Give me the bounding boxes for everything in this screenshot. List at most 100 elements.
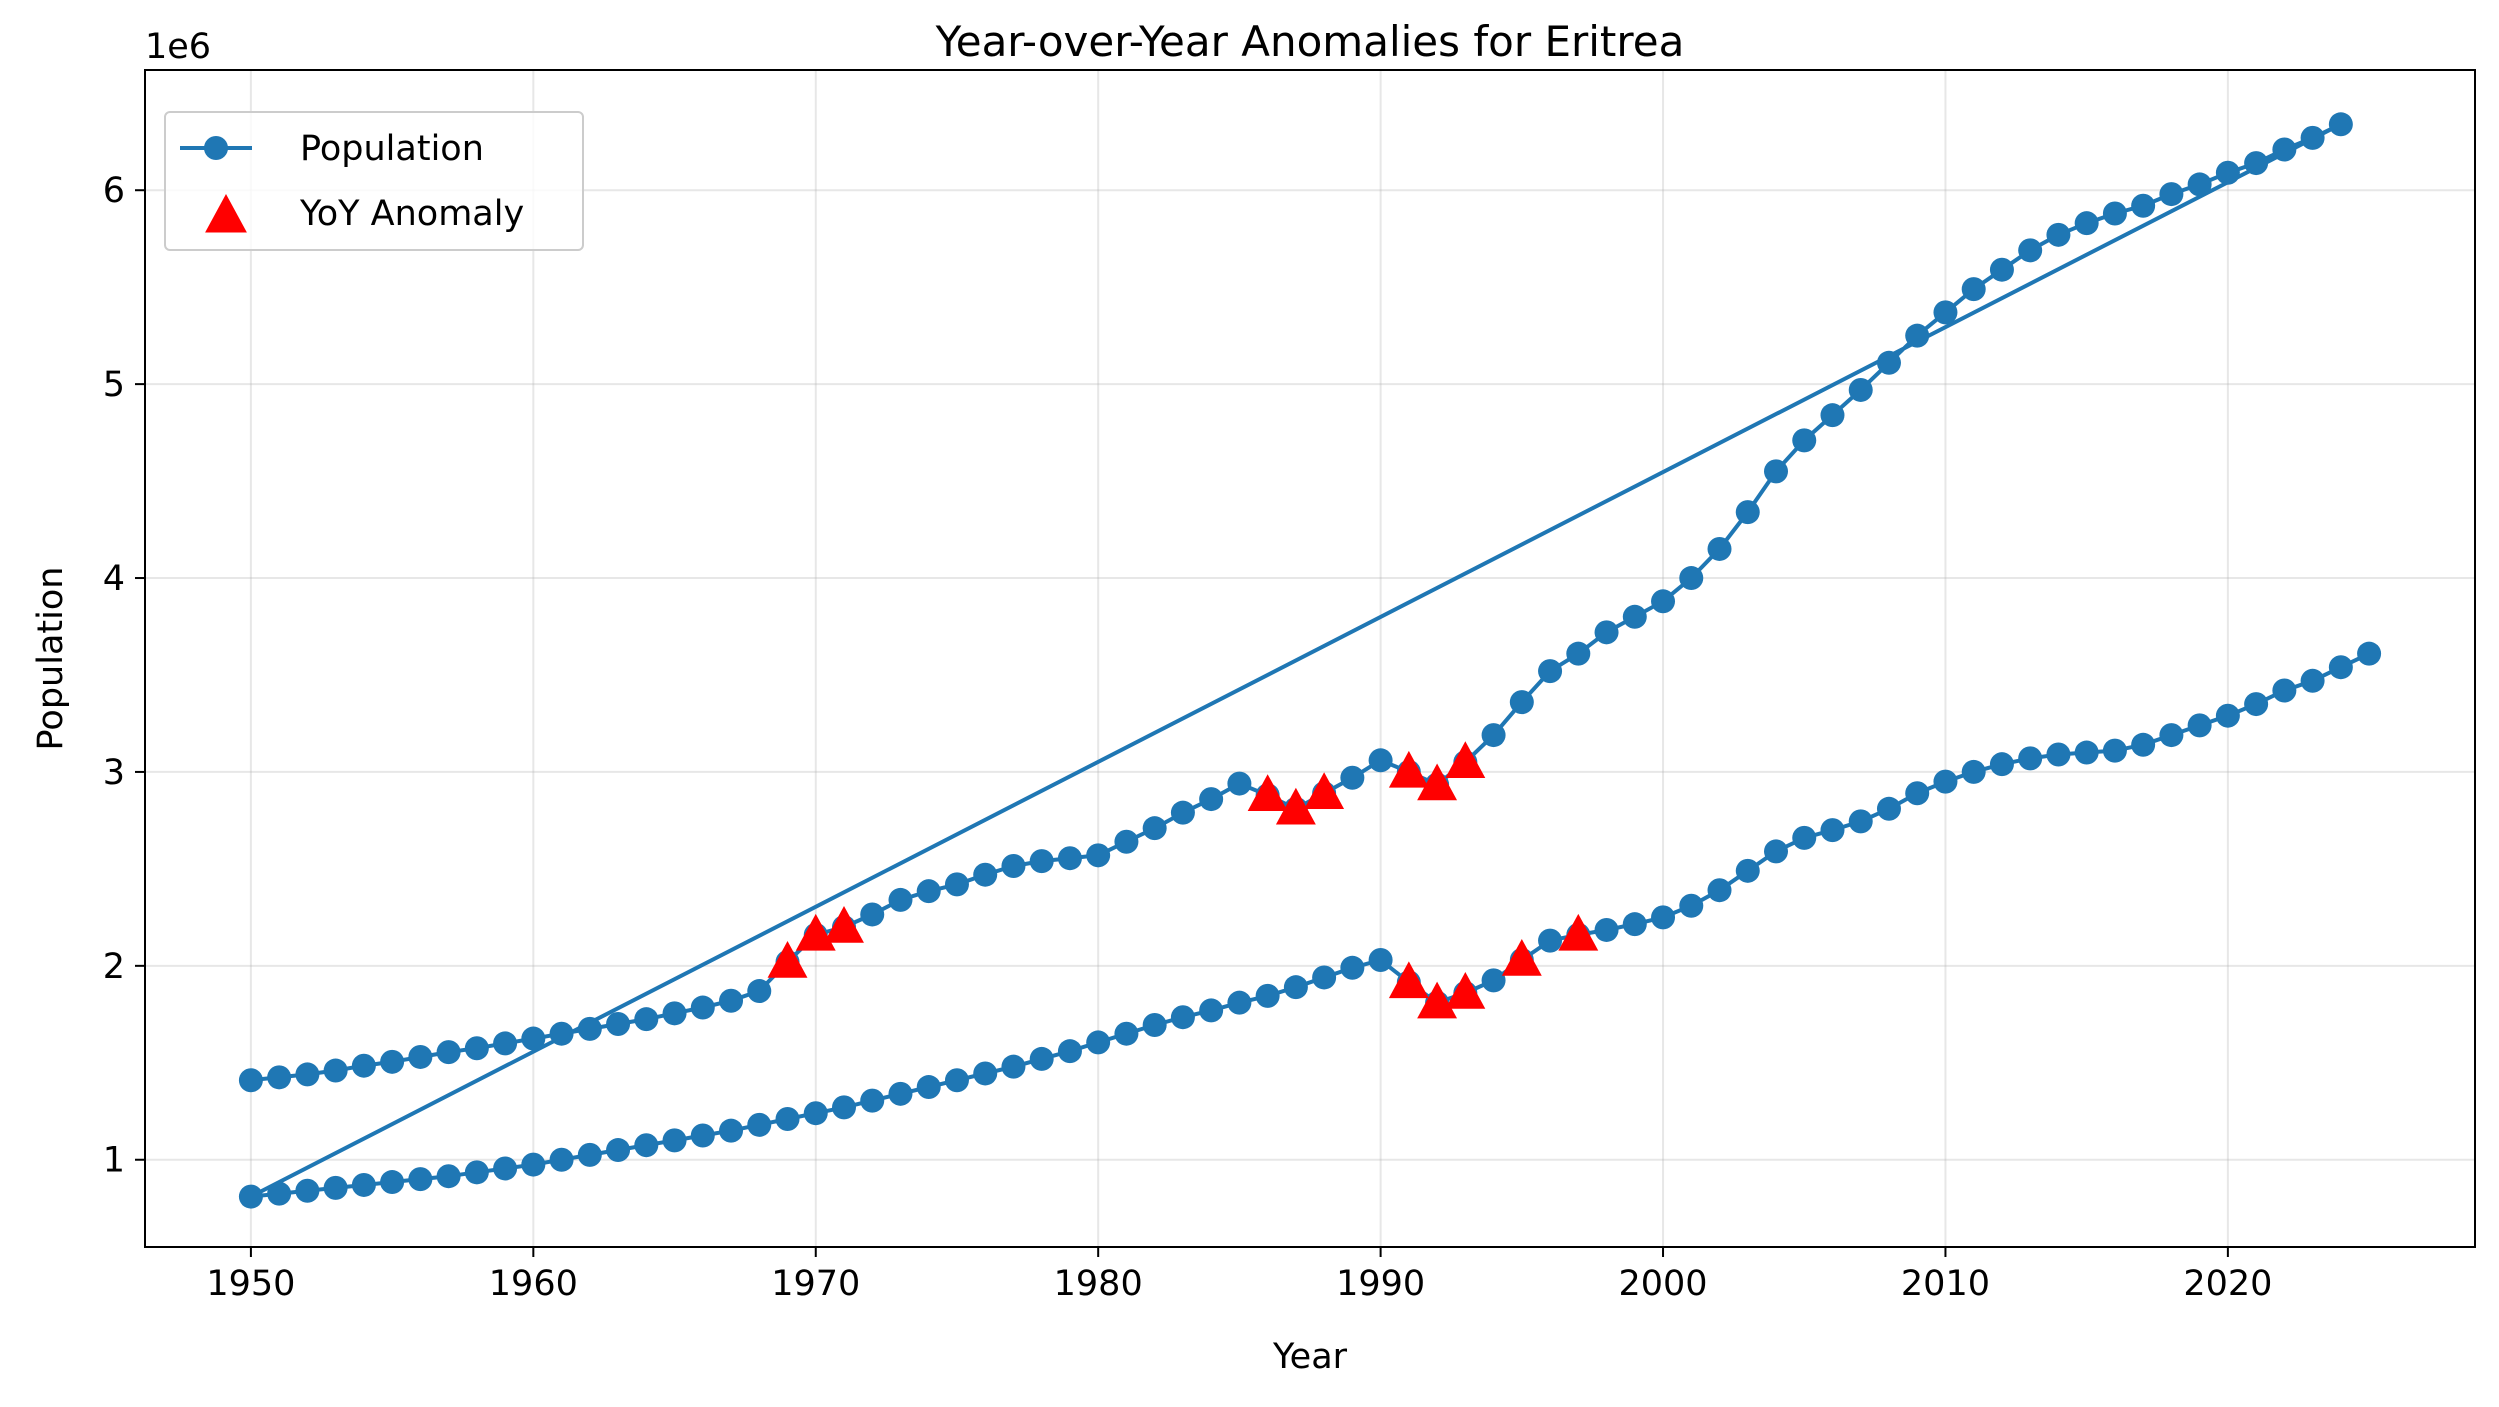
y-tick-label: 4 [103, 559, 125, 599]
population-point [1820, 403, 1845, 428]
anomaly-point [824, 906, 864, 943]
population-point [747, 1112, 772, 1137]
population-point [2018, 238, 2043, 263]
population-point [1199, 998, 1224, 1023]
population-point [1340, 955, 1365, 980]
population-point [1961, 759, 1986, 784]
population-point [1001, 1054, 1026, 1079]
y-axis-ticks: 1 2 3 4 5 6 [103, 171, 145, 1181]
population-point [1792, 825, 1817, 850]
population-point [1057, 1039, 1082, 1064]
population-point [803, 1101, 828, 1126]
population-point [1538, 928, 1563, 953]
population-point [634, 1133, 659, 1158]
x-tick-label: 1980 [1054, 1264, 1143, 1304]
population-point [2244, 151, 2269, 176]
population-point [1651, 589, 1676, 614]
population-point [464, 1036, 489, 1061]
population-point [408, 1044, 433, 1069]
legend-box [164, 111, 584, 251]
population-point [1735, 858, 1760, 883]
population-point [2046, 742, 2071, 767]
population-point [549, 1147, 574, 1172]
population-point [2102, 738, 2127, 763]
population-point [2046, 222, 2071, 247]
population-point [1707, 536, 1732, 561]
x-axis-ticks: 1950 1960 1970 1980 1990 2000 2010 2020 [206, 1247, 2272, 1304]
y-tick-label: 3 [103, 753, 125, 793]
anomaly-point [1558, 913, 1599, 951]
population-point [747, 979, 772, 1004]
population-point [1566, 641, 1591, 666]
chart-title: Year-over-Year Anomalies for Eritrea [935, 17, 1685, 66]
legend-population-label: Population [300, 129, 484, 169]
population-point [380, 1049, 405, 1074]
population-point [1509, 690, 1534, 715]
population-point [2131, 193, 2156, 218]
population-point [1594, 917, 1619, 942]
population-point [577, 1142, 602, 1167]
population-point [1989, 257, 2014, 282]
population-point [2215, 703, 2240, 728]
x-tick-label: 2000 [1618, 1264, 1707, 1304]
x-tick-label: 1960 [489, 1264, 578, 1304]
population-point [860, 902, 885, 927]
population-point [2131, 732, 2156, 757]
population-point [323, 1058, 348, 1083]
anomaly-point [1388, 750, 1429, 788]
anomaly-point [1501, 939, 1542, 976]
plot-anomalies [767, 741, 1599, 1019]
population-point [2018, 746, 2043, 771]
y-tick-label: 6 [103, 171, 125, 211]
population-point [1283, 975, 1308, 1000]
population-point [1086, 1030, 1111, 1055]
population-point [832, 1095, 856, 1120]
population-point [916, 1075, 941, 1100]
population-point [549, 1021, 574, 1046]
population-point [1368, 948, 1393, 973]
population-point [2215, 160, 2240, 185]
population-point [1679, 566, 1704, 591]
population-point [916, 879, 941, 904]
population-point [2300, 668, 2325, 693]
anomaly-point [767, 940, 808, 978]
legend: Population YoY Anomaly [164, 111, 584, 251]
population-point [1142, 1012, 1167, 1037]
population-point [1368, 748, 1393, 773]
population-point [323, 1175, 348, 1200]
population-point [1227, 990, 1252, 1015]
x-tick-label: 1970 [771, 1264, 860, 1304]
population-point [888, 1081, 913, 1106]
population-point [1848, 377, 1873, 402]
y-axis-offset-label: 1e6 [145, 27, 211, 67]
population-point [1114, 829, 1139, 854]
population-point [860, 1088, 885, 1113]
y-tick-label: 1 [103, 1141, 125, 1181]
population-point [1481, 723, 1506, 748]
population-point [973, 1061, 998, 1086]
population-point [267, 1065, 292, 1090]
population-point [493, 1156, 518, 1181]
population-point [436, 1164, 461, 1189]
x-tick-label: 2010 [1901, 1264, 1990, 1304]
anomaly-point [1275, 787, 1316, 825]
population-point [1792, 428, 1817, 453]
population-point [1001, 853, 1026, 878]
population-point [1933, 769, 1958, 794]
population-point [238, 1068, 263, 1093]
population-point [1764, 839, 1788, 864]
population-point [606, 1138, 631, 1163]
population-point [436, 1040, 461, 1065]
population-point [408, 1167, 433, 1192]
population-point [1170, 1005, 1195, 1030]
population-point [2328, 655, 2353, 680]
population-point [1227, 771, 1252, 796]
population-point [1651, 905, 1676, 930]
population-point [1255, 983, 1280, 1008]
population-point [2102, 201, 2127, 226]
population-point [662, 1001, 687, 1026]
population-point [1848, 809, 1873, 834]
population-point [888, 887, 913, 912]
population-point [267, 1181, 292, 1206]
